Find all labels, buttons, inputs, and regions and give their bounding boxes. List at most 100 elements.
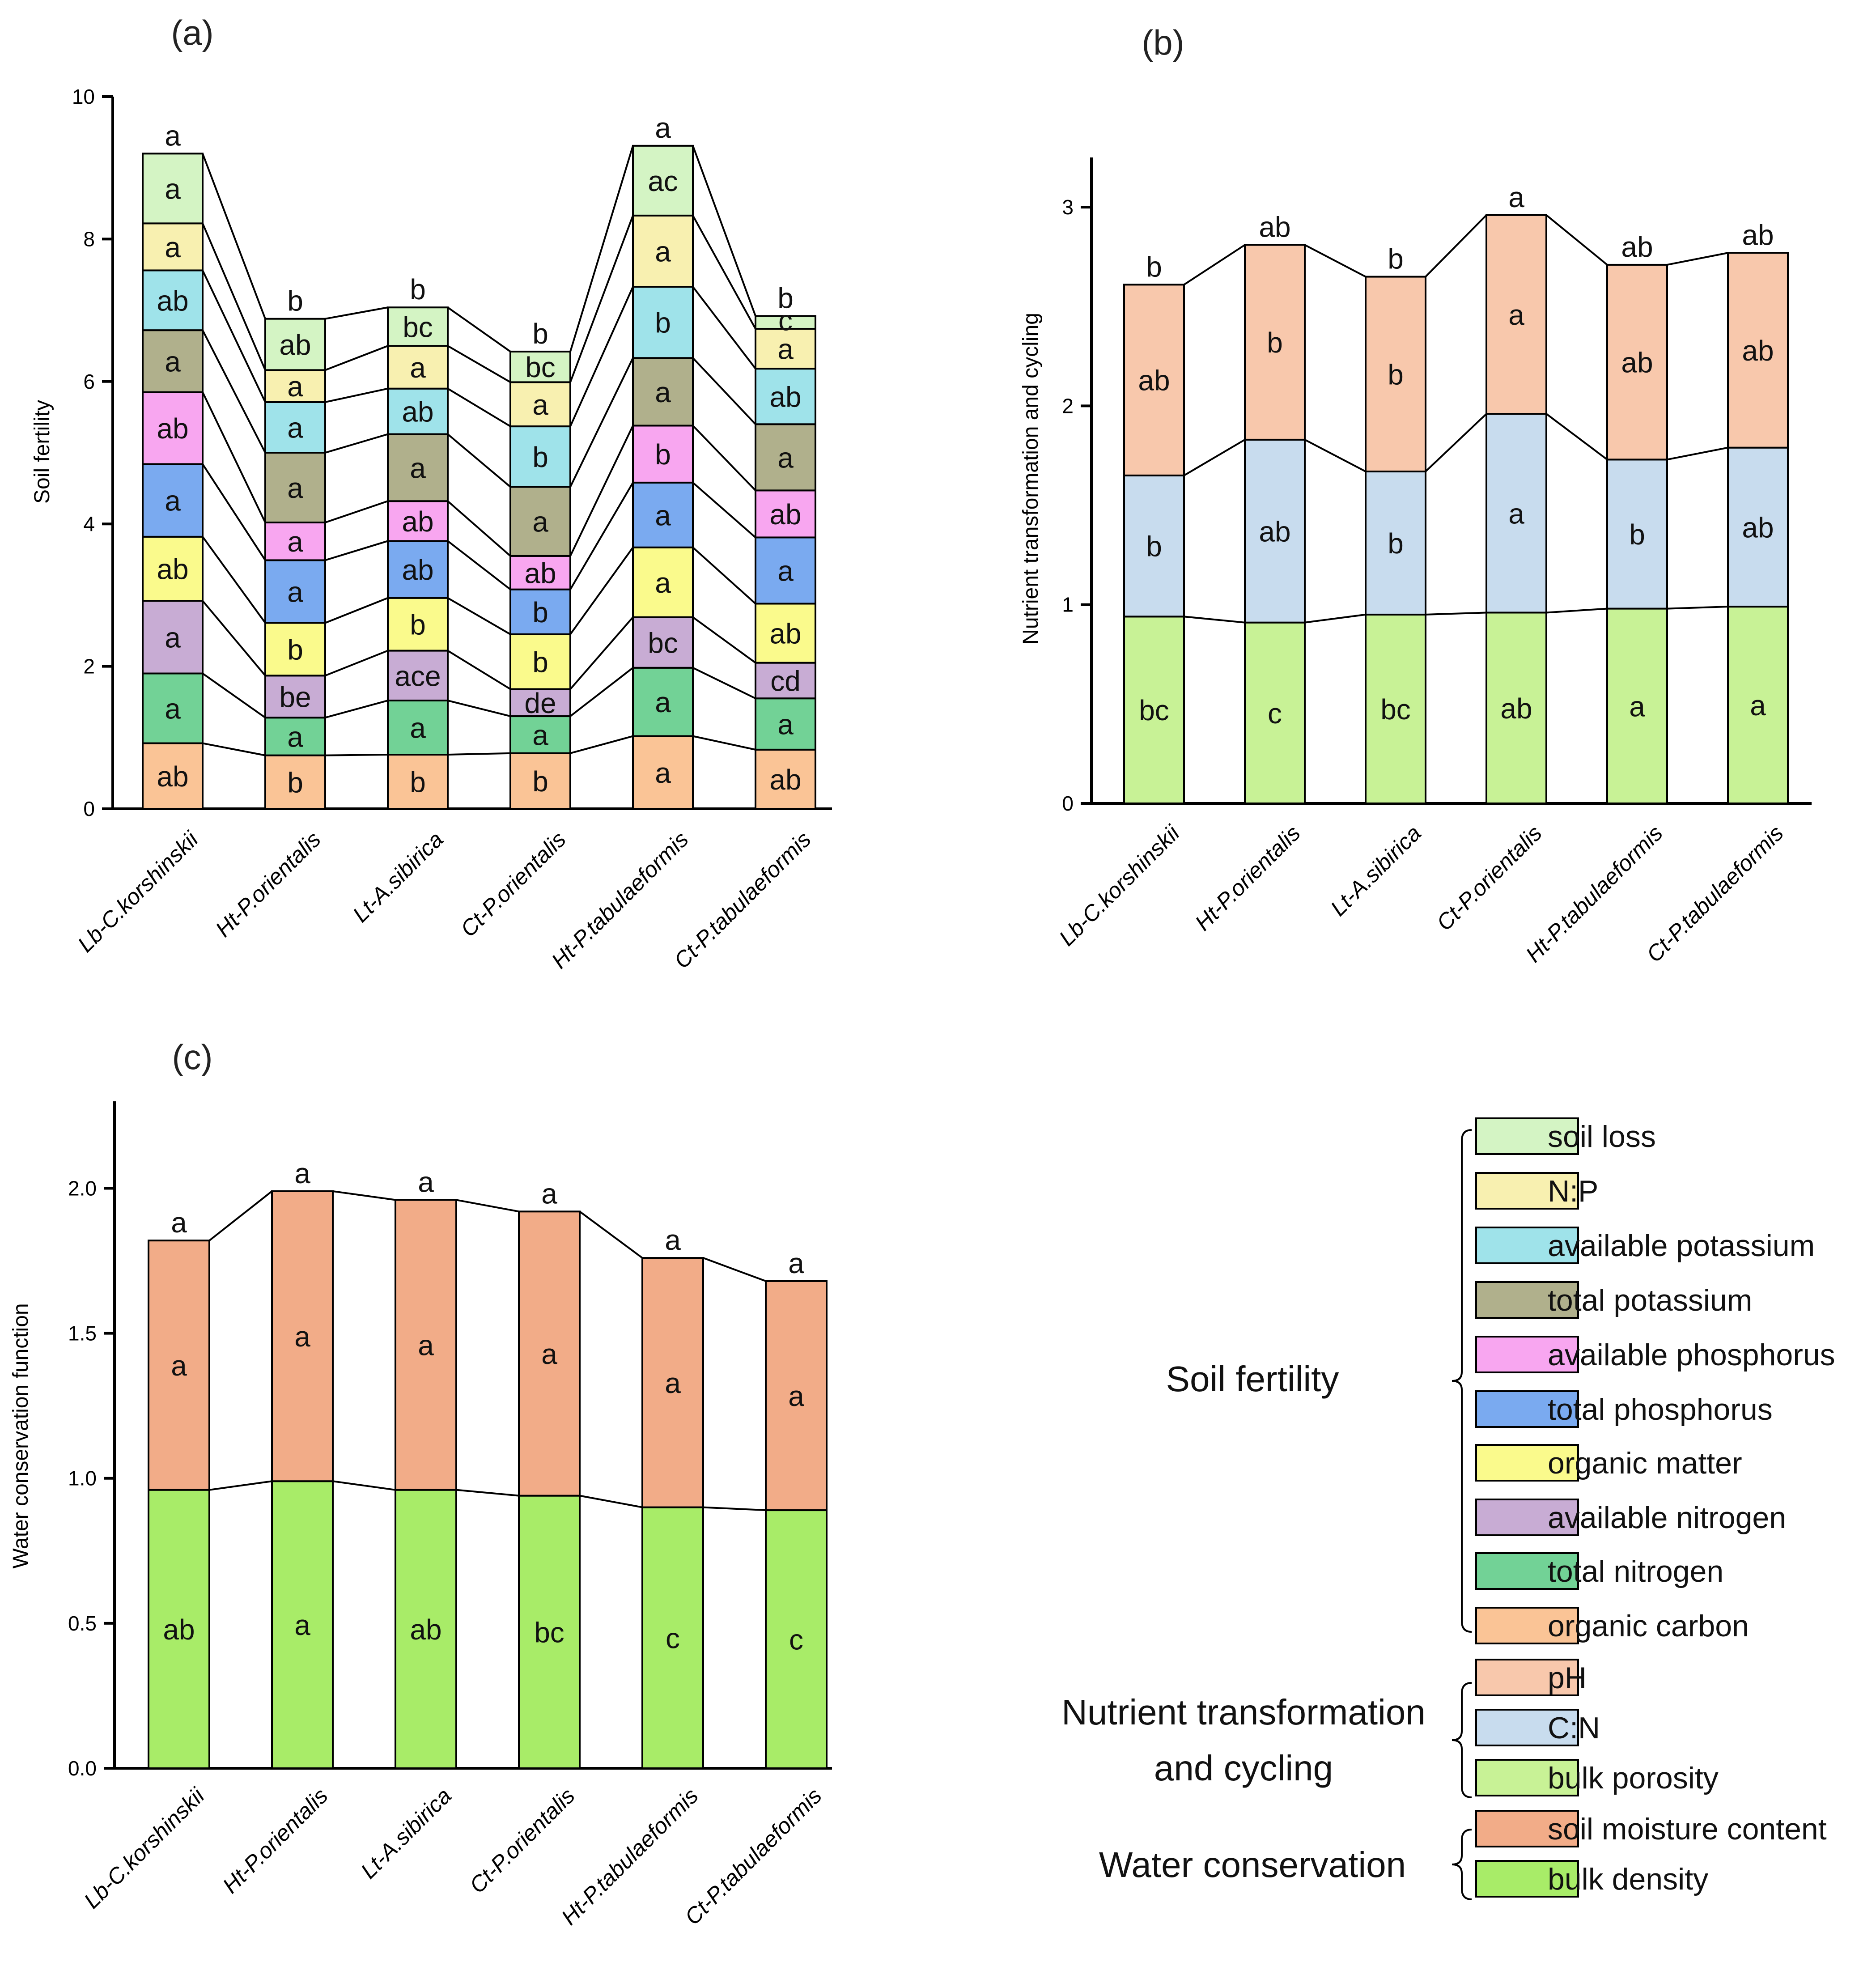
segment-letter: b (287, 766, 303, 798)
connector-line (202, 672, 266, 718)
connector-line (208, 1190, 273, 1241)
y-tick-label: 0.5 (68, 1612, 97, 1635)
bar-segment-soil-loss (632, 144, 694, 217)
segment-letter: a (655, 567, 671, 599)
segment-letter: de (524, 687, 556, 719)
total-letter: a (665, 1224, 681, 1256)
bar-segment-ph (1486, 214, 1547, 415)
segment-letter: a (165, 621, 181, 654)
y-tick-label: 1.0 (68, 1467, 97, 1490)
connector-line (569, 145, 634, 352)
legend-label-organic-carbon: organic carbon (1548, 1609, 1749, 1643)
bar-segment-available-nitrogen (264, 675, 326, 719)
legend-group-brace (1452, 1682, 1472, 1798)
y-tick-label: 2 (1062, 394, 1074, 417)
segment-letter: bc (1380, 693, 1411, 726)
connector-line (447, 700, 511, 717)
bar-segment-total-potassium (387, 433, 449, 502)
bar-segment-total-nitrogen (632, 667, 694, 737)
panel-c-water-conservation: (c) 0.0 0.5 1.0 1.5 2.0 Water conservation fun… (9, 1037, 832, 1930)
bar-segment-bulk-porosity (1486, 611, 1547, 804)
segment-letter: ace (395, 660, 441, 692)
y-axis-title: Nutrient transformation and cycling (1019, 313, 1043, 645)
segment-letter: bc (648, 627, 678, 659)
x-category-label: Lt-A.sibirica (348, 827, 448, 927)
segment-letter: ac (648, 165, 678, 197)
connector-line (703, 1506, 766, 1512)
bar-segment-organic-matter (387, 597, 449, 652)
connector-line (447, 306, 511, 352)
legend-swatch-organic-carbon (1475, 1607, 1579, 1644)
bar-segment-soil-loss (755, 315, 816, 330)
bar-segment-available-nitrogen (387, 650, 449, 702)
total-letter: ab (1621, 231, 1653, 263)
segment-letter: a (171, 1350, 187, 1382)
segment-letter: a (1629, 690, 1645, 722)
connector-line (569, 547, 634, 635)
bar-segment-total-nitrogen (755, 697, 816, 751)
segment-letter: b (532, 596, 548, 628)
connector-line (325, 597, 388, 624)
segment-letter: a (532, 719, 548, 751)
segment-letter: ab (769, 764, 801, 796)
segment-letter: b (655, 438, 671, 471)
y-tick-label: 4 (83, 512, 95, 535)
segment-letter: a (410, 452, 426, 484)
connector-line (1304, 244, 1366, 278)
connector-line (209, 1480, 272, 1491)
connector-line (447, 345, 511, 383)
x-category-label: Ct-P.orientalis (1432, 820, 1547, 935)
segment-letter: bc (525, 351, 556, 383)
bar-segment-organic-matter (509, 633, 571, 690)
connector-line (1183, 439, 1246, 476)
total-letter: b (1388, 243, 1404, 275)
panel-label: (c) (172, 1037, 213, 1077)
segment-letter: ab (524, 557, 556, 589)
bar-segment-organic-carbon (264, 754, 326, 810)
connector-line (325, 540, 388, 561)
y-tick-label: 2 (83, 655, 95, 678)
connector-line (325, 754, 388, 756)
total-letter: b (777, 282, 794, 314)
x-category-label: Ht-P.tabulaeformis (547, 827, 693, 973)
segment-letter: b (1267, 327, 1283, 359)
x-category-label: Ht-P.orientalis (1190, 820, 1305, 935)
segment-letter: b (532, 646, 548, 678)
connector-line (569, 215, 634, 383)
bar-segment-total-potassium (509, 486, 571, 557)
bar-segment-organic-matter (755, 603, 816, 664)
segment-letter: a (777, 709, 794, 741)
bar-segment-n-p (142, 222, 204, 272)
segment-letter: a (287, 721, 303, 753)
y-tick-label: 8 (83, 227, 95, 251)
bar-segment-n-p (632, 214, 694, 288)
legend-label-total-potassium: total potassium (1548, 1283, 1752, 1317)
y-axis-title: Soil fertility (30, 400, 54, 504)
segment-letter: a (294, 1609, 310, 1641)
x-category-label: Lb-C.korshinskii (1054, 820, 1185, 951)
segment-letter: ab (157, 284, 188, 317)
segment-letter: a (655, 686, 671, 718)
segment-letter: b (532, 441, 548, 473)
segment-letter: a (165, 485, 181, 517)
segment-letter: ab (157, 412, 188, 445)
x-category-label: Lb-C.korshinskii (73, 826, 204, 957)
bar-segment-total-nitrogen (142, 672, 204, 744)
bar-segment-n-p (755, 327, 816, 370)
connector-line (447, 540, 511, 590)
bar-segment-total-phosphorus (142, 463, 204, 538)
bar-segment-available-potassium (509, 425, 571, 488)
segment-letter: a (777, 333, 794, 365)
total-letter: a (171, 1206, 187, 1239)
legend: soil loss N:P available potassium total pot… (1061, 1117, 1835, 1900)
connector-line (1546, 607, 1608, 614)
total-letter: a (788, 1247, 804, 1279)
connector-line (569, 357, 634, 488)
segment-letter: a (541, 1338, 557, 1370)
total-letter: a (418, 1166, 434, 1198)
y-tick-label: 10 (72, 85, 95, 108)
connector-line (1425, 611, 1487, 616)
connector-line (579, 1210, 643, 1259)
bar-segment-available-potassium (264, 401, 326, 454)
bar-segment-available-nitrogen (755, 662, 816, 700)
